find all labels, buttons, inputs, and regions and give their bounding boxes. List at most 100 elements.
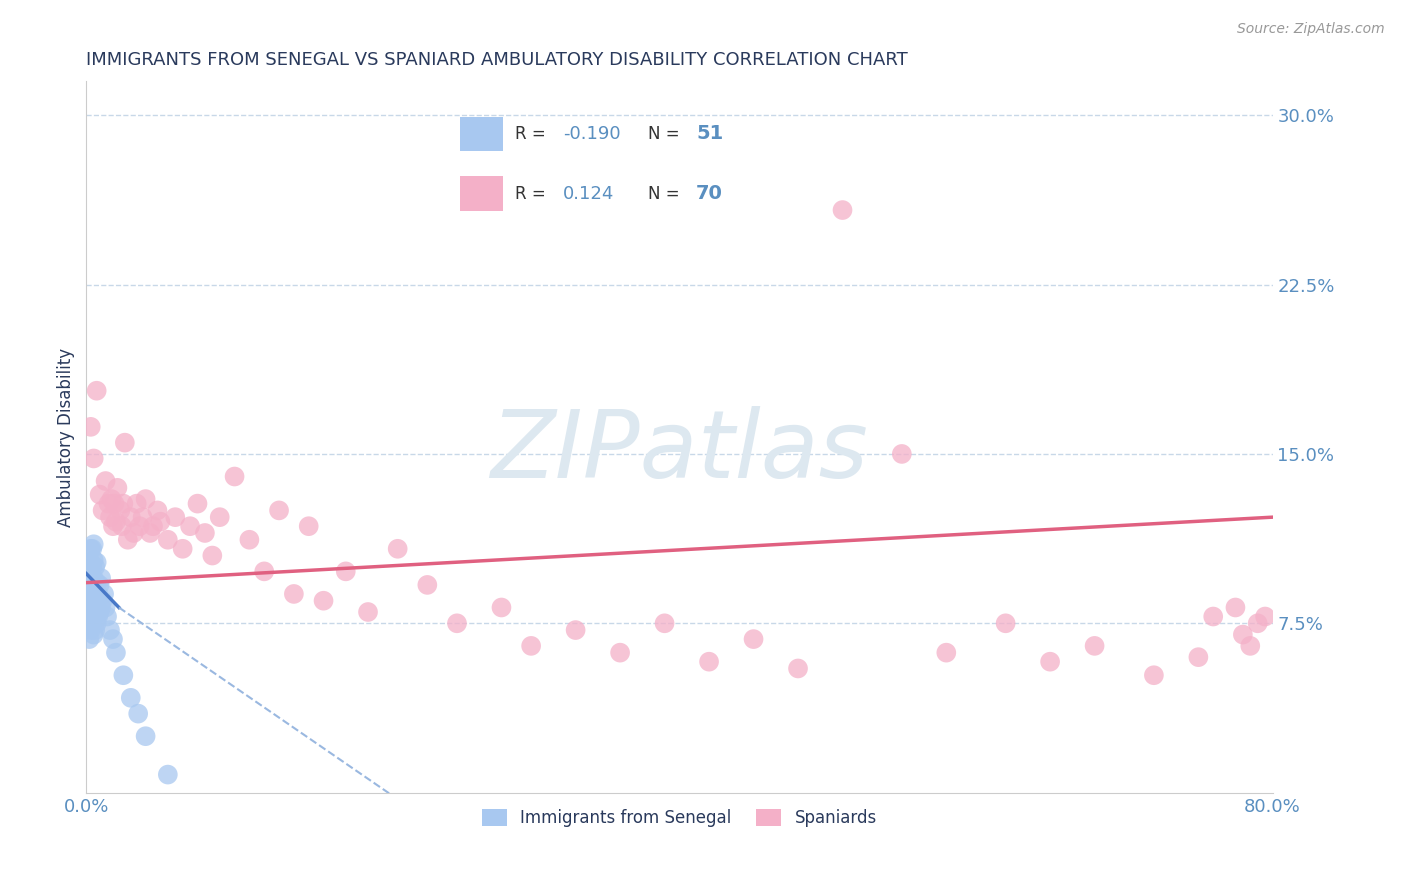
Text: IMMIGRANTS FROM SENEGAL VS SPANIARD AMBULATORY DISABILITY CORRELATION CHART: IMMIGRANTS FROM SENEGAL VS SPANIARD AMBU… (86, 51, 908, 69)
Point (82, 616, 104, 631)
Point (387, 541, 409, 556)
Point (1143, 668, 1166, 682)
Point (131, 510, 153, 524)
Point (335, 565, 357, 579)
Point (172, 541, 194, 556)
Point (742, 632, 765, 646)
Point (1247, 616, 1270, 631)
Point (117, 533, 139, 547)
Point (80, 605, 103, 619)
Point (128, 519, 150, 533)
Point (77, 609, 100, 624)
Point (84, 623, 107, 637)
Point (156, 533, 179, 547)
Point (208, 510, 231, 524)
Point (416, 578, 439, 592)
Point (1225, 600, 1247, 615)
Point (697, 655, 720, 669)
Point (890, 447, 912, 461)
Point (122, 526, 145, 541)
Point (84, 578, 107, 592)
Point (1239, 639, 1261, 653)
Point (238, 533, 260, 547)
Point (82, 541, 104, 556)
Point (80, 587, 103, 601)
Point (96, 609, 118, 624)
Point (491, 600, 513, 615)
Point (994, 616, 1017, 631)
Point (77, 565, 100, 579)
Point (298, 519, 321, 533)
Point (82, 599, 104, 613)
Point (82, 559, 104, 574)
Point (80, 623, 103, 637)
Point (165, 510, 187, 524)
Point (446, 616, 468, 631)
Point (80, 420, 103, 434)
Point (127, 706, 149, 721)
Point (89, 605, 111, 619)
Point (76, 616, 98, 631)
Point (76, 600, 98, 615)
Point (112, 497, 135, 511)
Point (89, 578, 111, 592)
Point (80, 555, 103, 569)
Point (94, 600, 117, 615)
Point (86, 593, 108, 607)
Point (267, 503, 290, 517)
Point (283, 587, 305, 601)
Point (609, 646, 631, 660)
Point (80, 571, 103, 585)
Point (1202, 609, 1225, 624)
Point (98, 510, 121, 524)
Point (357, 605, 380, 619)
Point (1187, 650, 1209, 665)
Point (90, 600, 112, 615)
Point (253, 565, 276, 579)
Point (654, 616, 676, 631)
Point (1039, 655, 1062, 669)
Point (86, 616, 108, 631)
Point (139, 526, 162, 541)
Point (90, 571, 112, 585)
Point (98, 623, 121, 637)
Point (83, 553, 105, 567)
Point (201, 549, 224, 563)
Point (142, 519, 165, 533)
Point (77, 578, 100, 592)
Point (111, 519, 134, 533)
Point (104, 515, 127, 529)
Y-axis label: Ambulatory Disability: Ambulatory Disability (58, 348, 75, 526)
Point (186, 497, 208, 511)
Point (83, 587, 105, 601)
Point (125, 497, 148, 511)
Point (110, 503, 132, 517)
Legend: Immigrants from Senegal, Spaniards: Immigrants from Senegal, Spaniards (475, 803, 883, 834)
Point (83, 571, 105, 585)
Point (80, 541, 103, 556)
Point (83, 609, 105, 624)
Point (91, 593, 114, 607)
Point (101, 632, 124, 646)
Point (87, 609, 110, 624)
Point (194, 526, 217, 541)
Point (84, 559, 107, 574)
Point (564, 623, 586, 637)
Point (97, 497, 120, 511)
Point (146, 503, 169, 517)
Point (83, 451, 105, 466)
Point (149, 515, 172, 529)
Point (107, 481, 129, 495)
Point (100, 492, 122, 507)
Point (831, 202, 853, 217)
Point (101, 519, 124, 533)
Point (77, 593, 100, 607)
Point (224, 469, 246, 483)
Point (135, 492, 157, 507)
Point (87, 587, 110, 601)
Point (77, 632, 100, 646)
Point (93, 587, 115, 601)
Point (1084, 639, 1107, 653)
Point (94, 474, 117, 488)
Point (312, 593, 335, 607)
